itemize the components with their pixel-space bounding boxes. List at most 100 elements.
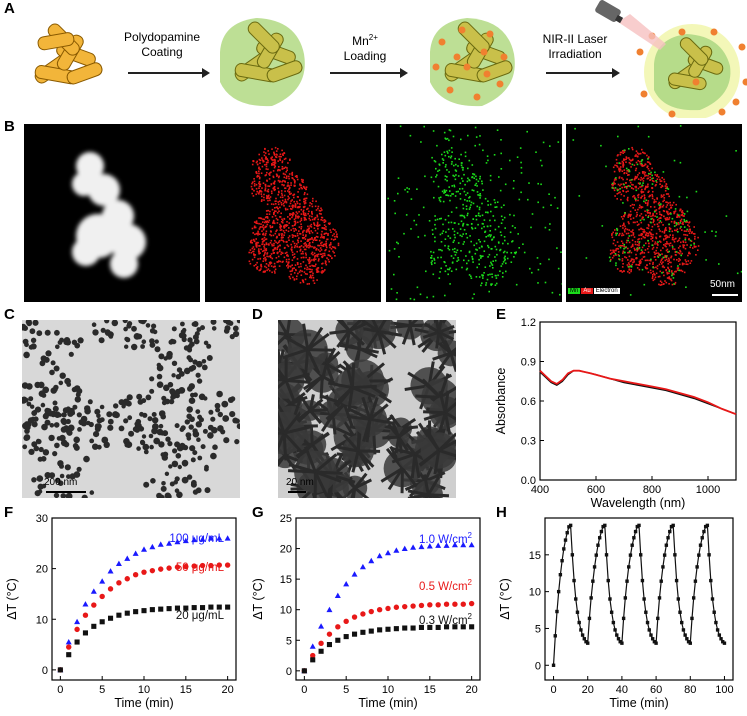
eds-pixel	[631, 163, 634, 166]
eds-pixel	[261, 238, 264, 240]
eds-pixel	[623, 215, 625, 217]
eds-pixel	[277, 245, 280, 248]
nanoparticle	[149, 444, 154, 450]
eds-pixel	[285, 225, 288, 227]
eds-pixel	[643, 198, 646, 200]
eds-pixel	[653, 220, 655, 222]
eds-pixel	[267, 264, 270, 266]
nanoparticle	[53, 365, 60, 372]
eds-pixel	[559, 293, 561, 296]
data-point-circle	[443, 601, 450, 607]
eds-pixel	[284, 187, 287, 189]
eds-pixel	[686, 263, 689, 266]
eds-pixel	[650, 235, 652, 238]
nanoparticle	[175, 374, 182, 380]
eds-pixel	[646, 204, 649, 207]
eds-pixel	[634, 175, 637, 178]
eds-pixel	[480, 255, 483, 257]
eds-pixel	[302, 212, 305, 214]
eds-pixel	[635, 263, 637, 266]
data-point-square	[618, 640, 622, 644]
eds-pixel	[627, 259, 629, 261]
eds-pixel	[263, 249, 265, 252]
eds-pixel	[557, 141, 560, 143]
eds-pixel	[276, 248, 278, 250]
eds-pixel	[453, 184, 455, 187]
eds-pixel	[323, 236, 325, 238]
eds-pixel	[644, 175, 646, 177]
eds-pixel	[302, 281, 305, 284]
eds-pixel	[268, 244, 270, 246]
eds-pixel	[461, 162, 463, 164]
eds-pixel	[621, 234, 623, 237]
eds-pixel	[279, 155, 281, 158]
nanoparticle	[172, 448, 178, 454]
eds-pixel	[659, 261, 662, 263]
eds-pixel	[500, 206, 503, 209]
eds-pixel	[432, 251, 435, 254]
nanoparticle	[52, 405, 59, 412]
eds-pixel	[665, 243, 668, 245]
eds-pixel	[529, 267, 531, 270]
eds-pixel	[266, 203, 269, 206]
eds-pixel	[253, 183, 256, 185]
eds-pixel	[486, 155, 489, 157]
eds-pixel	[287, 263, 289, 266]
data-point-circle	[224, 562, 231, 568]
data-point-square	[66, 652, 72, 658]
eds-pixel	[461, 187, 464, 190]
eds-pixel	[296, 202, 299, 205]
eds-pixel	[660, 249, 662, 252]
eds-pixel	[605, 165, 607, 168]
eds-pixel	[315, 209, 318, 211]
eds-pixel	[639, 204, 641, 207]
eds-pixel	[500, 168, 503, 170]
data-point-square	[647, 628, 651, 632]
eds-pixel	[630, 234, 633, 237]
eds-pixel	[284, 190, 286, 193]
eds-pixel	[480, 257, 482, 259]
eds-pixel	[655, 249, 657, 252]
eds-pixel	[257, 170, 260, 173]
eds-pixel	[307, 240, 310, 242]
eds-pixel	[637, 178, 640, 180]
eds-pixel	[313, 227, 316, 229]
eds-pixel	[273, 244, 275, 247]
eds-pixel	[295, 215, 297, 218]
eds-pixel	[455, 190, 458, 193]
eds-pixel	[675, 203, 677, 206]
eds-pixel	[259, 190, 261, 192]
nanoparticle	[143, 449, 149, 455]
eds-pixel	[629, 205, 632, 207]
data-point-square	[418, 624, 425, 630]
eds-pixel	[324, 260, 327, 262]
eds-pixel	[662, 210, 665, 212]
eds-pixel	[638, 247, 640, 250]
eds-pixel	[279, 169, 281, 172]
eds-pixel	[442, 159, 445, 161]
data-point-square	[572, 578, 576, 583]
eds-pixel	[298, 216, 300, 218]
eds-pixel	[656, 255, 659, 257]
eds-pixel	[643, 171, 645, 173]
eds-pixel	[267, 209, 270, 212]
eds-pixel	[459, 188, 461, 190]
data-point-square	[702, 529, 706, 534]
eds-pixel	[264, 158, 267, 160]
eds-pixel	[294, 180, 296, 182]
eds-pixel	[665, 219, 667, 221]
eds-pixel	[283, 218, 286, 220]
eds-pixel	[520, 172, 523, 174]
eds-pixel	[666, 235, 669, 238]
data-point-square	[603, 523, 607, 528]
eds-pixel	[290, 273, 292, 276]
eds-pixel	[682, 244, 684, 246]
eds-pixel	[462, 243, 465, 245]
eds-pixel	[485, 284, 487, 286]
eds-pixel	[630, 159, 633, 162]
eds-pixel	[643, 252, 646, 254]
eds-pixel	[321, 263, 323, 265]
eds-pixel	[495, 277, 498, 279]
eds-pixel	[315, 239, 318, 241]
eds-pixel	[653, 278, 656, 281]
